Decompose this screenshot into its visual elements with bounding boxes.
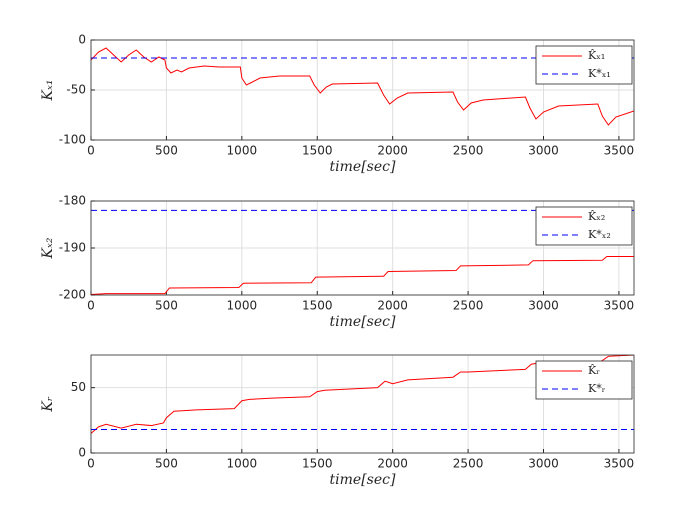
axes-frame [90, 354, 635, 454]
axes: 0 500 1000 1500 2000 2500 3000 3500 -200 -190 -180… [40, 194, 635, 330]
legend-label: K*ᵣ [588, 382, 606, 395]
x-tick-label: 1000 [227, 457, 258, 471]
x-tick-label: 3500 [604, 144, 635, 158]
legend-box [535, 45, 633, 85]
x-tick-label: 0 [87, 144, 95, 158]
x-tick-label: 2000 [377, 144, 408, 158]
legend-label: K̂ₓ₁ [588, 49, 605, 62]
axes-frame [90, 39, 635, 141]
x-tick-label: 0 [87, 457, 95, 471]
y-axis-label: Kᵣ [40, 396, 56, 412]
series-line [91, 355, 634, 434]
x-tick-label: 3000 [528, 299, 559, 313]
y-tick-label: 50 [71, 380, 86, 394]
x-tick-label: 3500 [604, 299, 635, 313]
x-tick-label: 1500 [302, 457, 333, 471]
y-tick-label: -190 [59, 241, 86, 255]
x-tick-label: 1500 [302, 299, 333, 313]
x-tick-label: 0 [87, 299, 95, 313]
x-tick-label: 3000 [528, 144, 559, 158]
x-tick-label: 1000 [227, 144, 258, 158]
x-tick-label: 500 [155, 457, 178, 471]
y-tick-label: -180 [59, 194, 86, 208]
axes: 0 500 1000 1500 2000 2500 3000 3500 -100 -50 0 time… [40, 33, 635, 175]
x-tick-label: 500 [155, 299, 178, 313]
x-tick-label: 2500 [453, 457, 484, 471]
x-axis-label: time[sec] [330, 472, 396, 488]
x-tick-label: 500 [155, 144, 178, 158]
x-tick-label: 1000 [227, 299, 258, 313]
y-tick-label: 0 [78, 33, 86, 47]
x-tick-label: 2500 [453, 144, 484, 158]
series-line [91, 255, 634, 295]
x-tick-label: 2500 [453, 299, 484, 313]
legend-label: K̂ₓ₂ [588, 210, 605, 223]
legend-label: K*ₓ₂ [588, 228, 611, 241]
x-tick-label: 3500 [604, 457, 635, 471]
legend-box [535, 206, 633, 246]
y-tick-label: 0 [78, 446, 86, 460]
legend: K̂ₓ₁ K*ₓ₁ [535, 45, 633, 85]
legend-label: K̂ᵣ [588, 364, 600, 377]
legend-box [535, 360, 633, 400]
x-axis-label: time[sec] [330, 314, 396, 330]
x-tick-label: 1500 [302, 144, 333, 158]
axes-frame [90, 200, 635, 296]
y-tick-label: -100 [59, 133, 86, 147]
y-tick-label: -200 [59, 288, 86, 302]
x-tick-label: 2000 [377, 457, 408, 471]
y-axis-label: Kₓ₁ [40, 79, 56, 101]
y-axis-label: Kₓ₂ [40, 237, 56, 259]
x-axis-label: time[sec] [330, 159, 396, 175]
legend: K̂ₓ₂ K*ₓ₂ [535, 206, 633, 246]
x-tick-label: 3000 [528, 457, 559, 471]
x-tick-label: 2000 [377, 299, 408, 313]
legend: K̂ᵣ K*ᵣ [535, 360, 633, 400]
series-line [91, 47, 634, 126]
legend-label: K*ₓ₁ [588, 67, 611, 80]
axes: 0 500 1000 1500 2000 2500 3000 3500 0 50 time[sec]… [40, 354, 635, 488]
y-tick-label: -50 [66, 83, 86, 97]
